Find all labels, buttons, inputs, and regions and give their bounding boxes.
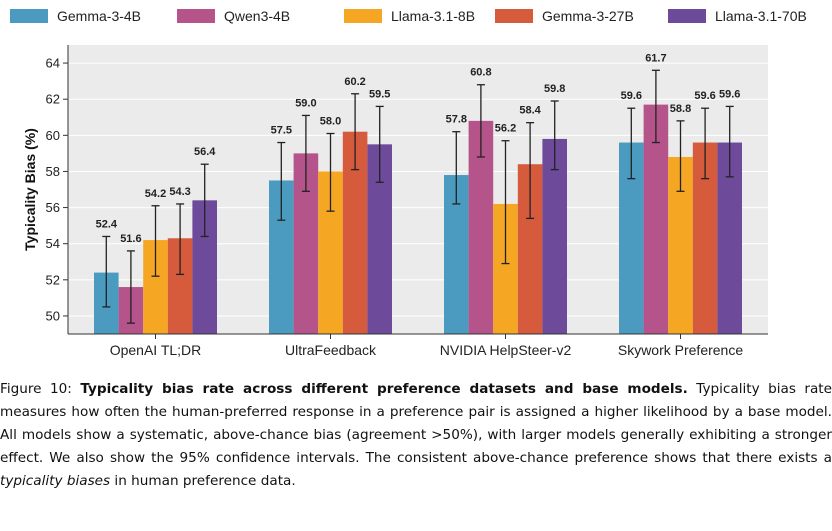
x-tick-label-ultrafeedback: UltraFeedback xyxy=(285,342,377,358)
value-labels: 52.451.6 54.2 54.3 56.4 57.5 59.0 58.0 60.2 59.5… xyxy=(96,52,741,245)
bar-llama-3-1-70b-nvidia-helpsteer-v2 xyxy=(542,138,567,334)
y-tick-label-54: 54 xyxy=(46,236,60,251)
value-label-gemma-3-4b-ultrafeedback: 57.5 xyxy=(271,125,292,137)
legend-label-gemma-3-4b: Gemma-3-4B xyxy=(57,8,141,24)
x-tick-label-skywork-preference: Skywork Preference xyxy=(618,342,743,358)
caption-body: Typicality bias rate measures how often … xyxy=(0,381,832,466)
value-label-llama-3-1-8b-openai-tl-dr: 54.2 xyxy=(145,188,166,200)
value-label-llama-3-1-8b-ultrafeedback: 58.0 xyxy=(320,116,341,128)
legend: Gemma-3-4B Qwen3-4B Llama-3.1-8B Gemma-3-27… xyxy=(10,8,807,24)
y-tick-label-64: 64 xyxy=(46,56,60,71)
value-label-llama-3-1-70b-nvidia-helpsteer-v2: 59.8 xyxy=(544,83,565,95)
y-tick-label-56: 56 xyxy=(46,200,60,215)
legend-label-gemma-3-27b: Gemma-3-27B xyxy=(542,8,634,24)
value-label-gemma-3-4b-nvidia-helpsteer-v2: 57.8 xyxy=(446,114,467,126)
y-tick-label-52: 52 xyxy=(46,272,60,287)
y-axis-title: Typicality Bias (%) xyxy=(22,128,38,251)
legend-label-llama-3-1-8b: Llama-3.1-8B xyxy=(391,8,475,24)
value-label-llama-3-1-70b-ultrafeedback: 59.5 xyxy=(369,88,390,100)
legend-swatch-qwen3-4b xyxy=(177,9,215,23)
y-tick-label-58: 58 xyxy=(46,164,60,179)
legend-label-qwen3-4b: Qwen3-4B xyxy=(224,8,290,24)
legend-swatch-llama-3-1-70b xyxy=(668,9,706,23)
caption-italic-term: typicality biases xyxy=(0,473,111,489)
value-label-llama-3-1-70b-skywork-preference: 59.6 xyxy=(719,88,740,100)
caption-bold-title: Typicality bias rate across different pr… xyxy=(80,381,688,397)
value-label-gemma-3-27b-nvidia-helpsteer-v2: 58.4 xyxy=(519,105,541,117)
value-label-qwen3-4b-ultrafeedback: 59.0 xyxy=(295,97,316,109)
value-label-gemma-3-27b-openai-tl-dr: 54.3 xyxy=(169,186,190,198)
legend-swatch-llama-3-1-8b xyxy=(344,9,382,23)
figure-caption: Figure 10: Typicality bias rate across d… xyxy=(0,378,832,493)
x-tick-label-nvidia-helpsteer-v2: NVIDIA HelpSteer-v2 xyxy=(440,342,572,358)
value-label-qwen3-4b-nvidia-helpsteer-v2: 60.8 xyxy=(470,67,491,79)
error-bars xyxy=(102,69,734,324)
caption-tail: in human preference data. xyxy=(110,473,296,489)
bar-chart: Gemma-3-4B Qwen3-4B Llama-3.1-8B Gemma-3-27… xyxy=(10,8,807,358)
value-label-llama-3-1-8b-nvidia-helpsteer-v2: 56.2 xyxy=(495,123,516,135)
x-axis-ticks: OpenAI TL;DR UltraFeedback NVIDIA HelpStee… xyxy=(110,334,743,358)
legend-swatch-gemma-3-27b xyxy=(495,9,533,23)
value-label-gemma-3-4b-skywork-preference: 59.6 xyxy=(621,90,642,102)
value-label-qwen3-4b-openai-tl-dr: 51.6 xyxy=(120,233,141,245)
y-tick-label-50: 50 xyxy=(46,308,60,323)
value-label-llama-3-1-70b-openai-tl-dr: 56.4 xyxy=(194,146,216,158)
value-label-llama-3-1-8b-skywork-preference: 58.8 xyxy=(670,103,691,115)
y-axis-ticks: 50 52 54 56 58 60 62 64 xyxy=(46,56,68,323)
y-tick-label-62: 62 xyxy=(46,92,60,107)
legend-label-llama-3-1-70b: Llama-3.1-70B xyxy=(715,8,807,24)
legend-swatch-gemma-3-4b xyxy=(10,9,48,23)
value-label-gemma-3-27b-skywork-preference: 59.6 xyxy=(694,90,715,102)
value-label-gemma-3-27b-ultrafeedback: 60.2 xyxy=(344,76,365,88)
caption-figure-label: Figure 10: xyxy=(0,381,81,397)
x-tick-label-openai-tl-dr: OpenAI TL;DR xyxy=(110,342,202,358)
value-label-qwen3-4b-skywork-preference: 61.7 xyxy=(645,52,666,64)
value-label-gemma-3-4b-openai-tl-dr: 52.4 xyxy=(96,218,118,230)
y-tick-label-60: 60 xyxy=(46,128,60,143)
